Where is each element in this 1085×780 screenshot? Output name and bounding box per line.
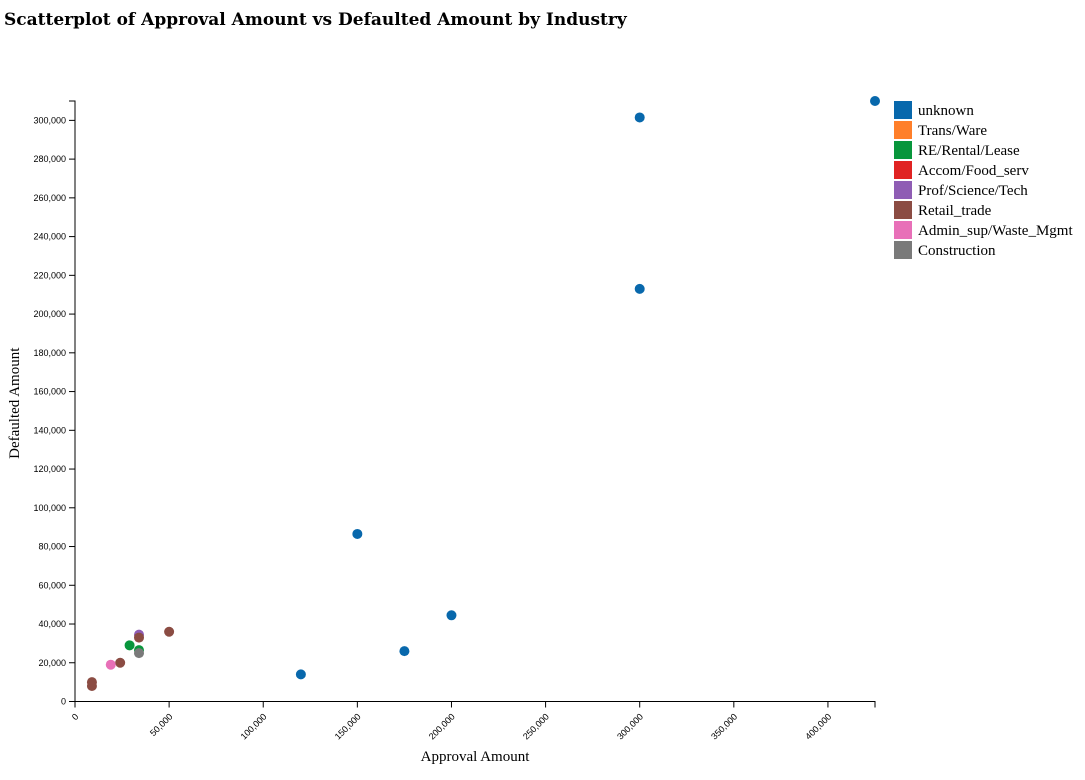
legend-swatch: [894, 141, 912, 159]
data-point: [295, 669, 306, 680]
y-tick: 120,000: [33, 464, 75, 474]
x-tick: 350,000: [709, 701, 739, 742]
x-tick-label: 50,000: [148, 712, 175, 739]
data-point: [634, 112, 645, 123]
y-tick-label: 200,000: [33, 309, 66, 319]
legend-swatch: [894, 161, 912, 179]
legend-item: unknown: [894, 101, 974, 119]
y-tick: 140,000: [33, 425, 75, 435]
legend-item: Admin_sup/Waste_Mgmt: [894, 221, 1073, 239]
y-tick: 80,000: [38, 542, 75, 552]
legend-item: Retail_trade: [894, 201, 992, 219]
y-tick: 200,000: [33, 309, 75, 319]
x-tick: 200,000: [427, 701, 457, 742]
y-tick-label: 300,000: [33, 115, 66, 125]
legend-item: Accom/Food_serv: [894, 161, 1029, 179]
legend-label: RE/Rental/Lease: [918, 143, 1020, 159]
data-point: [634, 283, 645, 294]
x-tick-label: 200,000: [427, 712, 457, 742]
legend-label: Admin_sup/Waste_Mgmt: [918, 223, 1073, 239]
data-point: [86, 681, 97, 692]
x-tick-label: 350,000: [709, 712, 739, 742]
y-tick: 180,000: [33, 348, 75, 358]
x-tick-label: 150,000: [333, 712, 363, 742]
x-tick-label: 250,000: [521, 712, 551, 742]
data-point: [164, 626, 175, 637]
x-tick-label: 0: [70, 712, 81, 723]
y-tick-label: 240,000: [33, 232, 66, 242]
data-point: [399, 646, 410, 657]
chart-title: Scatterplot of Approval Amount vs Defaul…: [4, 10, 627, 30]
legend-swatch: [894, 101, 912, 119]
y-tick-label: 220,000: [33, 270, 66, 280]
legend-label: Accom/Food_serv: [918, 163, 1029, 179]
y-tick-label: 180,000: [33, 348, 66, 358]
legend-swatch: [894, 241, 912, 259]
y-tick-label: 60,000: [38, 580, 66, 590]
x-tick: 100,000: [239, 701, 269, 742]
x-axis-title: Approval Amount: [421, 749, 531, 765]
legend-swatch: [894, 201, 912, 219]
y-axis: 0 20,000 40,000 60,000 80,000 100,000 120,000 1…: [33, 100, 76, 707]
x-axis: 0 50,000 100,000 150,000 200,000 250,000 300,0…: [70, 701, 876, 742]
y-axis-title: Defaulted Amount: [7, 347, 23, 459]
legend-item: Trans/Ware: [894, 121, 987, 139]
y-tick-label: 80,000: [38, 542, 66, 552]
y-tick-label: 280,000: [33, 154, 66, 164]
data-point: [115, 657, 126, 668]
y-tick-label: 20,000: [38, 658, 66, 668]
x-tick-label: 400,000: [803, 712, 833, 742]
data-point: [134, 648, 144, 659]
data-point: [870, 96, 880, 106]
y-tick: 20,000: [38, 658, 75, 668]
y-axis-line: [69, 100, 76, 702]
legend-item: RE/Rental/Lease: [894, 141, 1020, 159]
y-tick-label: 260,000: [33, 193, 66, 203]
x-tick: 0: [70, 701, 81, 723]
y-tick-label: 160,000: [33, 387, 66, 397]
data-point: [352, 528, 363, 539]
legend-label: Trans/Ware: [918, 123, 987, 139]
x-tick: 300,000: [615, 701, 645, 742]
data-point: [124, 640, 135, 651]
y-tick: 280,000: [33, 154, 75, 164]
y-tick-label: 120,000: [33, 464, 66, 474]
y-tick: 300,000: [33, 115, 75, 125]
x-tick-label: 100,000: [239, 712, 269, 742]
y-tick-label: 0: [61, 697, 66, 707]
data-point: [105, 659, 116, 670]
x-tick-label: 300,000: [615, 712, 645, 742]
y-tick: 40,000: [38, 619, 75, 629]
legend-label: Construction: [918, 243, 996, 259]
legend-label: unknown: [918, 103, 974, 119]
legend-swatch: [894, 221, 912, 239]
legend-label: Prof/Science/Tech: [918, 183, 1028, 199]
y-tick: 220,000: [33, 270, 75, 280]
data-point: [446, 610, 457, 621]
x-axis-line: [74, 701, 876, 708]
y-tick: 240,000: [33, 232, 75, 242]
legend-swatch: [894, 121, 912, 139]
data-points: [86, 96, 880, 692]
y-tick: 0: [61, 697, 75, 707]
y-tick-label: 40,000: [38, 619, 66, 629]
x-tick: 50,000: [148, 701, 175, 739]
y-tick-label: 100,000: [33, 503, 66, 513]
y-tick: 160,000: [33, 387, 75, 397]
legend-label: Retail_trade: [918, 203, 992, 219]
y-tick: 100,000: [33, 503, 75, 513]
legend: unknown Trans/Ware RE/Rental/Lease Accom/Fo…: [894, 101, 1073, 259]
x-tick: 150,000: [333, 701, 363, 742]
y-tick-label: 140,000: [33, 425, 66, 435]
y-tick: 260,000: [33, 193, 75, 203]
legend-swatch: [894, 181, 912, 199]
x-tick: 400,000: [803, 701, 833, 742]
legend-item: Construction: [894, 241, 996, 259]
x-tick: 250,000: [521, 701, 551, 742]
y-tick: 60,000: [38, 580, 75, 590]
data-point: [134, 632, 144, 643]
legend-item: Prof/Science/Tech: [894, 181, 1028, 199]
